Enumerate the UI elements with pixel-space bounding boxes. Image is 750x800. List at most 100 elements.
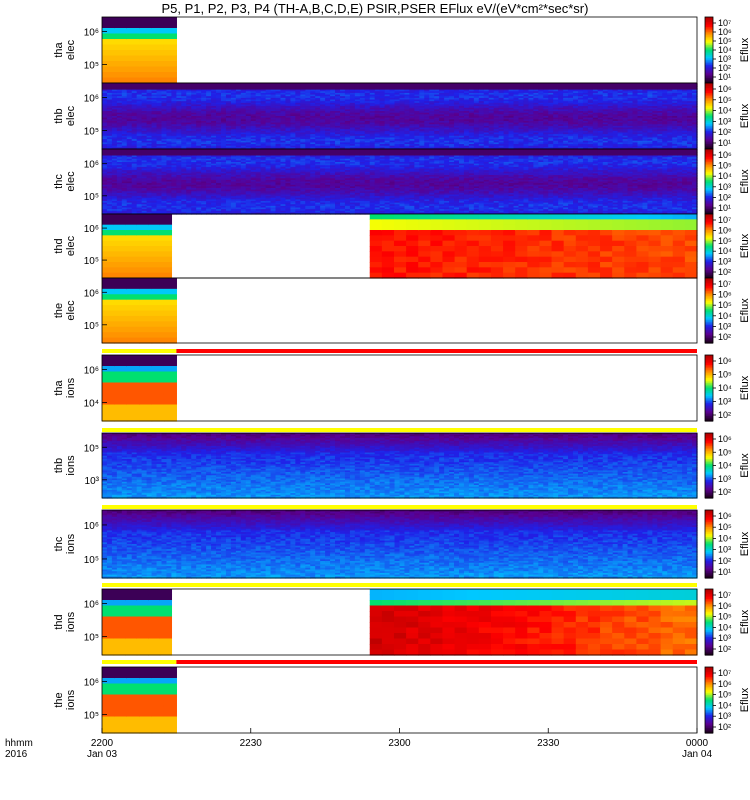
spectrogram-cell xyxy=(191,86,197,89)
spectrogram-cell xyxy=(488,120,495,124)
spectrogram-cell xyxy=(607,104,614,107)
spectrogram-cell xyxy=(201,91,207,94)
spectrogram-cell xyxy=(558,120,564,124)
spectrogram-cell xyxy=(602,140,609,143)
spectrogram-cell xyxy=(454,129,460,132)
spectrogram-cell xyxy=(235,112,242,115)
spectrogram-cell xyxy=(533,96,539,99)
spectrogram-cell xyxy=(166,132,173,135)
spectrogram-cell xyxy=(285,89,292,92)
spectrogram-cell xyxy=(548,124,554,127)
spectrogram-cell xyxy=(463,116,470,119)
spectrogram-cell xyxy=(364,142,371,145)
spectrogram-cell xyxy=(424,116,430,119)
spectrogram-cell xyxy=(578,130,584,134)
spectrogram-cell xyxy=(434,120,440,124)
spectrogram-cell xyxy=(116,107,123,110)
spectrogram-cell xyxy=(255,96,262,99)
spectrogram-cell xyxy=(568,102,574,106)
spectrogram-cell xyxy=(404,107,411,110)
spectrogram-cell xyxy=(131,109,138,112)
spectrogram-cell xyxy=(409,84,415,87)
spectrogram-cell xyxy=(216,94,222,97)
spectrogram-cell xyxy=(369,112,376,115)
spectrogram-cell xyxy=(488,112,495,115)
spectrogram-cell xyxy=(330,132,336,135)
spectrogram-cell xyxy=(523,101,530,104)
spectrogram-cell xyxy=(384,91,391,94)
spectrogram-cell xyxy=(225,91,232,94)
spectrogram-cell xyxy=(488,89,495,92)
spectrogram-cell xyxy=(265,112,272,115)
spectrogram-cell xyxy=(176,91,182,94)
spectrogram-cell xyxy=(607,137,614,140)
spectrogram-cell xyxy=(563,132,569,135)
spectrogram-cell xyxy=(592,91,599,94)
spectrogram-cell xyxy=(285,106,292,109)
spectrogram-cell xyxy=(116,92,123,96)
spectrogram-cell xyxy=(191,101,197,104)
spectrogram-cell xyxy=(216,89,222,92)
spectrogram-cell xyxy=(369,106,376,109)
spectrogram-cell xyxy=(111,92,118,96)
spectrogram-cell xyxy=(181,125,187,129)
spectrogram-cell xyxy=(379,91,386,94)
spectrogram-cell xyxy=(156,124,163,127)
spectrogram-cell xyxy=(543,116,549,119)
spectrogram-cell xyxy=(151,94,158,97)
spectrogram-cell xyxy=(597,94,604,97)
spectrogram-cell xyxy=(146,139,153,142)
spectrogram-cell xyxy=(230,132,237,135)
spectrogram-cell xyxy=(102,50,115,57)
spectrogram-cell xyxy=(578,84,584,87)
spectrogram-cell xyxy=(235,94,242,97)
spectrogram-cell xyxy=(459,122,465,125)
spectrogram-cell xyxy=(280,92,287,96)
spectrogram-cell xyxy=(627,129,634,132)
spectrogram-cell xyxy=(503,124,510,127)
spectrogram-cell xyxy=(310,104,316,107)
spectrogram-cell xyxy=(245,101,252,104)
spectrogram-cell xyxy=(592,101,599,104)
spectrogram-cell xyxy=(310,99,316,102)
spectrogram-cell xyxy=(216,117,222,120)
spectrogram-cell xyxy=(166,139,173,142)
spectrogram-cell xyxy=(424,117,430,120)
spectrogram-cell xyxy=(206,134,212,137)
spectrogram-cell xyxy=(652,134,658,137)
spectrogram-cell xyxy=(116,116,123,119)
spectrogram-cell xyxy=(106,101,113,104)
spectrogram-cell xyxy=(146,99,153,102)
spectrogram-cell xyxy=(553,87,559,91)
spectrogram-cell xyxy=(305,122,311,125)
spectrogram-cell xyxy=(265,124,272,127)
spectrogram-cell xyxy=(285,111,292,114)
spectrogram-cell xyxy=(141,96,148,99)
spectrogram-cell xyxy=(592,145,599,148)
spectrogram-cell xyxy=(573,144,579,147)
spectrogram-cell xyxy=(225,114,232,117)
spectrogram-cell xyxy=(563,145,569,148)
spectrogram-cell xyxy=(325,112,331,115)
spectrogram-cell xyxy=(429,112,435,115)
spectrogram-cell xyxy=(622,109,629,112)
spectrogram-cell xyxy=(186,106,192,109)
spectrogram-cell xyxy=(320,101,326,104)
spectrogram-cell xyxy=(260,147,267,150)
spectrogram-cell xyxy=(617,129,624,132)
spectrogram-cell xyxy=(369,109,376,112)
spectrogram-cell xyxy=(364,111,371,114)
spectrogram-cell xyxy=(612,109,619,112)
spectrogram-cell xyxy=(582,87,589,91)
spectrogram-cell xyxy=(221,97,227,101)
spectrogram-cell xyxy=(409,122,415,125)
spectrogram-cell xyxy=(216,134,222,137)
spectrogram-cell xyxy=(315,142,321,145)
spectrogram-cell xyxy=(434,102,440,106)
spectrogram-cell xyxy=(533,135,539,139)
spectrogram-cell xyxy=(409,107,415,110)
spectrogram-cell xyxy=(280,87,287,91)
spectrogram-cell xyxy=(513,127,520,130)
spectrogram-cell xyxy=(493,91,500,94)
spectrogram-cell xyxy=(518,89,525,92)
